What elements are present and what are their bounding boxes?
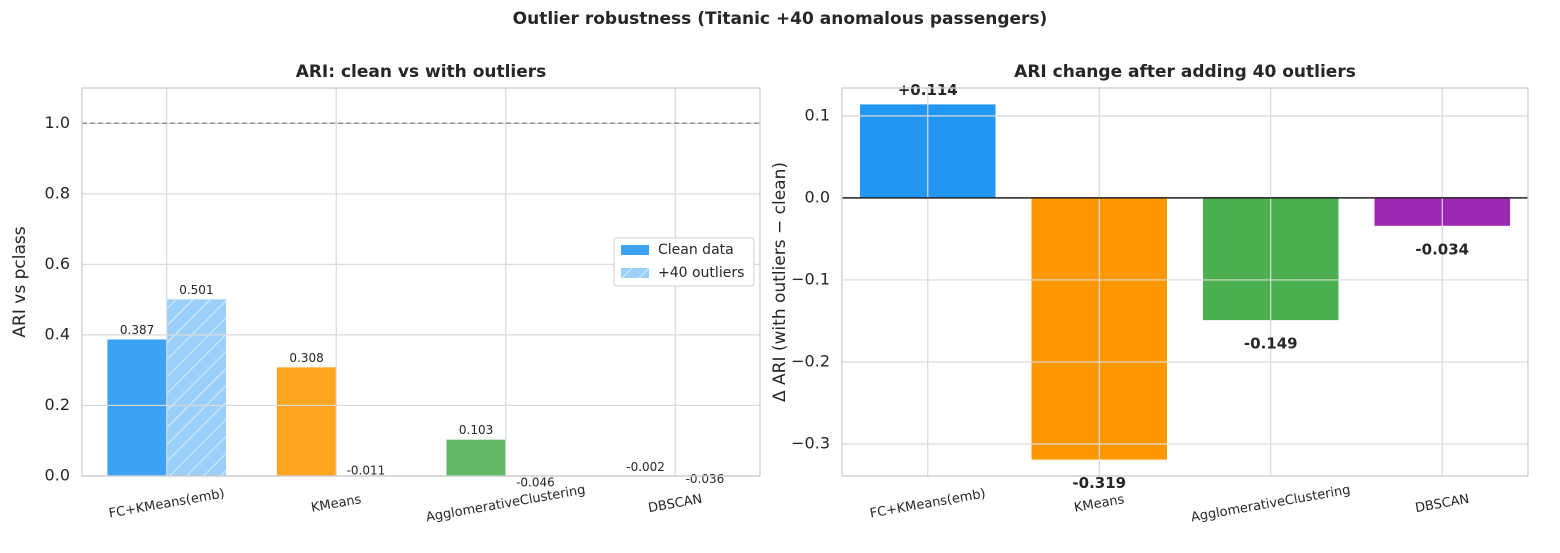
legend-label: Clean data (658, 242, 734, 258)
x-tick-label: AgglomerativeClustering (425, 483, 587, 526)
value-label: 0.501 (179, 283, 213, 297)
legend-swatch (621, 245, 649, 255)
value-label: +0.114 (898, 81, 958, 99)
y-tick-label: 0.8 (45, 183, 70, 202)
y-tick-label: 0.1 (805, 105, 830, 124)
subplot-title: ARI change after adding 40 outliers (1014, 62, 1356, 82)
value-label: -0.011 (347, 463, 386, 477)
plot-frame (81, 87, 761, 477)
y-tick-label: 0.0 (805, 187, 830, 206)
x-tick-label: AgglomerativeClustering (1190, 483, 1352, 526)
x-tick-label: FC+KMeans(emb) (108, 486, 226, 521)
figure-title: Outlier robustness (Titanic +40 anomalou… (513, 9, 1048, 29)
plot-area (107, 299, 506, 476)
x-tick-label: DBSCAN (1414, 492, 1470, 516)
y-axis-label: Δ ARI (with outliers − clean) (770, 162, 790, 402)
y-tick-label: −0.1 (791, 269, 830, 288)
value-label: -0.149 (1244, 335, 1298, 353)
x-tick-label: FC+KMeans(emb) (869, 486, 987, 521)
value-label: -0.002 (626, 460, 665, 474)
value-label: -0.046 (516, 476, 555, 490)
y-axis-label: ARI vs pclass (10, 226, 30, 337)
y-tick-label: 0.4 (45, 324, 70, 343)
y-tick-label: 1.0 (45, 113, 70, 132)
plot-frame (841, 87, 1529, 477)
bar (446, 439, 506, 476)
legend-hatch (621, 268, 649, 278)
subplot-title: ARI: clean vs with outliers (296, 62, 547, 82)
value-label: -0.319 (1072, 474, 1126, 492)
value-label: 0.308 (289, 351, 323, 365)
value-label: 0.103 (459, 423, 493, 437)
value-label: -0.036 (686, 472, 725, 486)
y-tick-label: −0.2 (791, 351, 830, 370)
y-tick-label: 0.6 (45, 254, 70, 273)
x-tick-label: DBSCAN (647, 492, 703, 516)
value-label: -0.034 (1415, 240, 1469, 258)
y-tick-label: −0.3 (791, 434, 830, 453)
y-tick-label: 0.2 (45, 395, 70, 414)
value-label: 0.387 (120, 323, 154, 337)
legend-label: +40 outliers (658, 265, 744, 281)
x-tick-label: KMeans (310, 492, 363, 516)
bar-hatch (166, 299, 227, 476)
bar (107, 339, 167, 476)
x-tick-label: KMeans (1073, 492, 1126, 516)
y-tick-label: 0.0 (45, 466, 70, 485)
bar (276, 367, 337, 476)
plot-area (860, 104, 1510, 460)
